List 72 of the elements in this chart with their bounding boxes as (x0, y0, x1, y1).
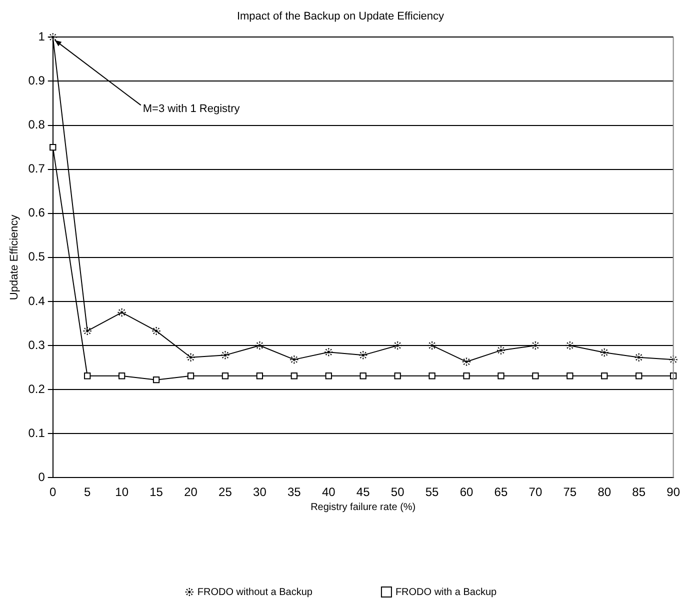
point (290, 372, 298, 380)
x-tick-label: 70 (528, 485, 542, 500)
x-tick-label: 0 (50, 485, 57, 500)
x-tick-label: 35 (287, 485, 302, 500)
point (325, 372, 332, 380)
point (290, 356, 298, 364)
point (186, 353, 195, 362)
point (222, 372, 229, 380)
annotation: M=3 with 1 Registry (142, 103, 240, 116)
point (83, 326, 92, 335)
x-tick-label: 55 (425, 485, 440, 500)
point (496, 346, 505, 354)
point (256, 372, 264, 380)
point (531, 341, 540, 350)
x-tick-label: 10 (115, 485, 129, 500)
x-tick-label: 90 (666, 485, 680, 500)
legend-label: FRODO with a Backup (395, 586, 498, 598)
point (566, 341, 574, 350)
y-tick-label: 1 (38, 30, 46, 44)
point (152, 376, 160, 384)
y-tick-label: 0.5 (28, 250, 46, 264)
y-axis-title: Update Efficiency (8, 214, 21, 300)
point (600, 348, 608, 357)
y-tick-label: 0.7 (28, 162, 46, 176)
legend-label: FRODO without a Backup (197, 586, 313, 598)
point (360, 372, 366, 380)
point (532, 372, 539, 380)
x-tick-label: 75 (563, 485, 577, 500)
x-tick-label: 65 (494, 485, 508, 500)
point (256, 341, 264, 350)
point (634, 353, 643, 362)
point (50, 144, 56, 151)
y-tick-label: 0.3 (28, 338, 46, 352)
y-tick-label: 0.1 (28, 426, 46, 440)
y-tick-label: 0.2 (28, 382, 46, 396)
point (84, 372, 91, 380)
chart-title: Impact of the Backup on Update Efficiency (236, 10, 445, 23)
y-tick-label: 0.6 (28, 206, 46, 220)
point (463, 372, 470, 380)
point (428, 372, 436, 380)
x-tick-label: 5 (84, 485, 92, 500)
point (152, 326, 160, 335)
x-tick-label: 45 (356, 485, 370, 500)
point (669, 356, 678, 364)
point (221, 351, 230, 360)
point (636, 372, 642, 380)
point (462, 358, 471, 366)
point (394, 341, 402, 350)
x-tick-label: 30 (253, 485, 267, 500)
y-tick-label: 0.8 (28, 118, 46, 132)
point (601, 372, 608, 380)
point (118, 308, 126, 316)
x-axis-title: Registry failure rate (%) (310, 502, 416, 513)
x-tick-label: 40 (322, 485, 336, 500)
point (187, 372, 194, 380)
point (428, 341, 436, 350)
x-tick-label: 20 (184, 485, 198, 500)
point (324, 348, 333, 356)
point (359, 351, 368, 360)
point (498, 372, 504, 380)
x-tick-label: 85 (632, 485, 646, 500)
y-tick-label: 0 (38, 470, 46, 484)
x-tick-label: 80 (598, 485, 612, 500)
point (566, 372, 574, 380)
x-tick-label: 50 (390, 485, 405, 500)
x-tick-label: 15 (150, 485, 164, 500)
point (118, 372, 126, 380)
x-tick-label: 25 (218, 485, 232, 500)
x-tick-label: 60 (460, 485, 474, 500)
y-tick-label: 0.9 (28, 74, 46, 88)
y-tick-label: 0.4 (28, 294, 46, 308)
point (394, 372, 401, 380)
